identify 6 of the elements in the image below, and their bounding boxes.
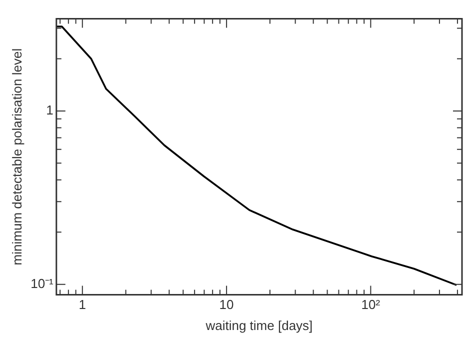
y-axis-title: minimum detectable polarisation level	[9, 48, 24, 266]
x-tick-label: 10	[219, 297, 234, 312]
y-tick-label: 10⁻¹	[30, 276, 54, 291]
x-axis-title: waiting time [days]	[204, 318, 313, 333]
x-tick-label: 10²	[361, 297, 381, 312]
x-tick-label: 1	[78, 297, 86, 312]
